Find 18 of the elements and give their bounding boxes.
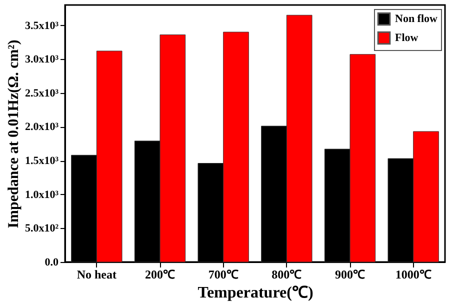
x-axis-title: Temperature(℃) [198, 284, 314, 302]
x-tick-label: 1000℃ [395, 268, 432, 282]
x-tick-label: 800℃ [272, 268, 302, 282]
y-tick-label: 3.0x10³ [24, 54, 60, 66]
legend-label: Flow [395, 32, 418, 44]
legend-label: Non flow [395, 13, 438, 25]
x-tick-label: 200℃ [145, 268, 175, 282]
y-tick-label: 0.0 [44, 256, 59, 268]
y-tick-label: 2.0x10³ [24, 121, 60, 134]
x-tick-label: 900℃ [335, 268, 365, 282]
x-tick-label: No heat [76, 268, 117, 282]
y-tick-label: 1.5x10³ [24, 155, 60, 168]
y-tick-label: 5.0x10² [24, 222, 60, 235]
y-tick-label: 3.5x10³ [24, 20, 60, 32]
y-axis-title: Impedance at 0.01Hz(Ω. cm²) [6, 40, 22, 228]
y-tick-label: 2.5x10³ [24, 87, 60, 100]
y-tick-label: 1.0x10³ [24, 188, 60, 201]
x-tick-label: 700℃ [208, 268, 238, 282]
